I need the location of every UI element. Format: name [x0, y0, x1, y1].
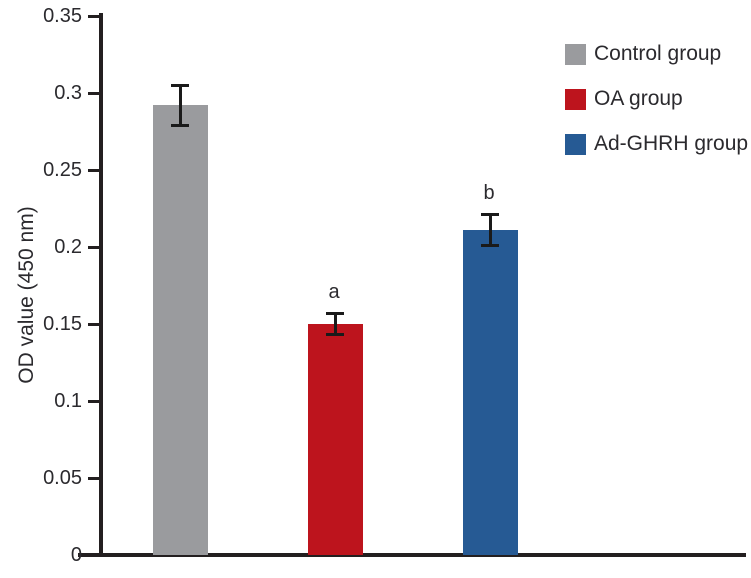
y-tick-label: 0.35 — [43, 5, 82, 27]
legend-label-oa-group: OA group — [594, 87, 683, 110]
error-bar-cap-bottom — [481, 244, 499, 247]
x-axis-line — [78, 553, 746, 557]
significance-label-oa-group: a — [328, 280, 340, 303]
bar-oa-group — [307, 324, 363, 555]
error-bar-stem — [178, 83, 182, 127]
y-tick-mark — [88, 168, 102, 172]
y-tick-mark — [88, 91, 102, 95]
y-tick-mark — [88, 245, 102, 249]
legend-item-oa-group: OA group — [565, 87, 748, 110]
error-bar-stem — [488, 213, 492, 247]
error-bar-cap-top — [481, 213, 499, 217]
y-tick-mark — [88, 399, 102, 403]
legend-item-control-group: Control group — [565, 42, 748, 65]
legend-swatch-oa-group — [565, 88, 586, 110]
legend-item-ad-ghrh-group: Ad-GHRH group — [565, 132, 749, 155]
y-tick-label: 0.1 — [54, 390, 82, 412]
error-bar-cap-top — [326, 311, 344, 315]
y-axis-title: OD value (450 nm) — [15, 206, 38, 384]
y-tick-label: 0.05 — [43, 467, 82, 489]
error-bar-cap-bottom — [326, 333, 344, 337]
y-tick-mark — [88, 322, 102, 326]
y-tick-label: 0.3 — [54, 82, 82, 104]
bar-control-group — [152, 105, 208, 555]
y-tick-label: 0.15 — [43, 313, 82, 335]
y-tick-label: 0.25 — [43, 159, 82, 181]
legend-swatch-control-group — [565, 43, 586, 65]
y-tick-label: 0.2 — [54, 236, 82, 258]
legend-swatch-ad-ghrh-group — [565, 133, 586, 155]
y-tick-mark — [88, 14, 102, 18]
y-tick-mark — [88, 553, 102, 557]
error-bar-stem — [333, 311, 337, 337]
error-bar-cap-bottom — [171, 123, 189, 127]
bar-ad-ghrh-group — [462, 230, 518, 555]
significance-label-ad-ghrh-group: b — [483, 182, 495, 205]
legend: Control group OA group Ad-GHRH group — [565, 42, 749, 178]
y-tick-label: 0 — [70, 544, 82, 566]
y-tick-mark — [88, 476, 102, 480]
legend-label-ad-ghrh-group: Ad-GHRH group — [594, 132, 749, 155]
y-axis-line — [99, 13, 103, 557]
error-bar-cap-top — [171, 83, 189, 87]
legend-label-control-group: Control group — [594, 42, 722, 65]
